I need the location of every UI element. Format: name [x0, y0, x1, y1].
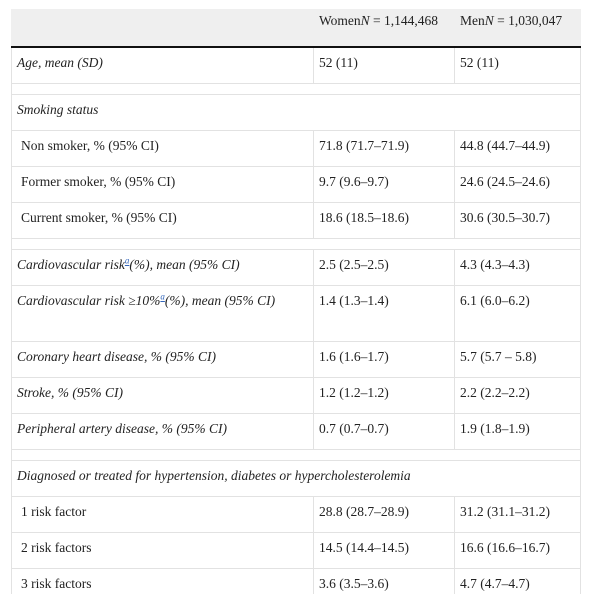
row-label: Non smoker, % (95% CI): [12, 131, 314, 167]
table-row: Non smoker, % (95% CI) 71.8 (71.7–71.9) …: [12, 131, 581, 167]
table-row: Peripheral artery disease, % (95% CI) 0.…: [12, 414, 581, 450]
row-label-text: Cardiovascular risk ≥10%: [17, 293, 160, 308]
row-label: 3 risk factors: [12, 569, 314, 594]
women-value: 0.7 (0.7–0.7): [314, 414, 455, 450]
men-value: 5.7 (5.7 – 5.8): [455, 342, 581, 378]
row-label: Former smoker, % (95% CI): [12, 167, 314, 203]
women-value: 52 (11): [314, 47, 455, 84]
women-value: 1.2 (1.2–1.2): [314, 378, 455, 414]
men-value: 6.1 (6.0–6.2): [455, 286, 581, 342]
women-value: 18.6 (18.5–18.6): [314, 203, 455, 239]
row-label: 1 risk factor: [12, 497, 314, 533]
men-value: 44.8 (44.7–44.9): [455, 131, 581, 167]
table-row: 1 risk factor 28.8 (28.7–28.9) 31.2 (31.…: [12, 497, 581, 533]
row-label: Current smoker, % (95% CI): [12, 203, 314, 239]
spacer-row: [12, 450, 581, 461]
table-row: Age, mean (SD) 52 (11) 52 (11): [12, 47, 581, 84]
section-header-smoking: Smoking status: [12, 95, 581, 131]
table-row: 3 risk factors 3.6 (3.5–3.6) 4.7 (4.7–4.…: [12, 569, 581, 594]
section-header-row: Smoking status: [12, 95, 581, 131]
table-row: 2 risk factors 14.5 (14.4–14.5) 16.6 (16…: [12, 533, 581, 569]
spacer-row: [12, 84, 581, 95]
row-label: Peripheral artery disease, % (95% CI): [12, 414, 314, 450]
header-row: WomenN = 1,144,468 MenN = 1,030,047: [12, 10, 581, 48]
women-value: 14.5 (14.4–14.5): [314, 533, 455, 569]
women-value: 1.6 (1.6–1.7): [314, 342, 455, 378]
women-label: Women: [319, 13, 361, 28]
row-label: Coronary heart disease, % (95% CI): [12, 342, 314, 378]
section-header-row: Diagnosed or treated for hypertension, d…: [12, 461, 581, 497]
table-row: Stroke, % (95% CI) 1.2 (1.2–1.2) 2.2 (2.…: [12, 378, 581, 414]
men-value: 24.6 (24.5–24.6): [455, 167, 581, 203]
men-value: 31.2 (31.1–31.2): [455, 497, 581, 533]
men-value: 16.6 (16.6–16.7): [455, 533, 581, 569]
men-n-value: = 1,030,047: [494, 13, 562, 28]
women-n-value: = 1,144,468: [370, 13, 438, 28]
men-label: Men: [460, 13, 485, 28]
table-row: Current smoker, % (95% CI) 18.6 (18.5–18…: [12, 203, 581, 239]
table-row: Coronary heart disease, % (95% CI) 1.6 (…: [12, 342, 581, 378]
header-empty-cell: [12, 10, 314, 48]
women-value: 2.5 (2.5–2.5): [314, 250, 455, 286]
row-label-text: Cardiovascular risk: [17, 257, 125, 272]
section-header-diagnosed: Diagnosed or treated for hypertension, d…: [12, 461, 581, 497]
table-row: Cardiovascular riska(%), mean (95% CI) 2…: [12, 250, 581, 286]
women-value: 71.8 (71.7–71.9): [314, 131, 455, 167]
men-value: 30.6 (30.5–30.7): [455, 203, 581, 239]
men-n-label: N: [485, 13, 494, 28]
header-men: MenN = 1,030,047: [455, 10, 581, 48]
row-label-suffix: (%), mean (95% CI): [165, 293, 275, 308]
table-row: Former smoker, % (95% CI) 9.7 (9.6–9.7) …: [12, 167, 581, 203]
women-value: 28.8 (28.7–28.9): [314, 497, 455, 533]
characteristics-table: WomenN = 1,144,468 MenN = 1,030,047 Age,…: [11, 9, 581, 594]
row-label-suffix: (%), mean (95% CI): [129, 257, 239, 272]
header-women: WomenN = 1,144,468: [314, 10, 455, 48]
men-value: 2.2 (2.2–2.2): [455, 378, 581, 414]
women-value: 9.7 (9.6–9.7): [314, 167, 455, 203]
women-n-label: N: [361, 13, 370, 28]
men-value: 4.3 (4.3–4.3): [455, 250, 581, 286]
row-label: Cardiovascular risk ≥10%a(%), mean (95% …: [12, 286, 314, 342]
women-value: 1.4 (1.3–1.4): [314, 286, 455, 342]
spacer-row: [12, 239, 581, 250]
row-label: 2 risk factors: [12, 533, 314, 569]
men-value: 4.7 (4.7–4.7): [455, 569, 581, 594]
row-label: Cardiovascular riska(%), mean (95% CI): [12, 250, 314, 286]
table-row: Cardiovascular risk ≥10%a(%), mean (95% …: [12, 286, 581, 342]
men-value: 52 (11): [455, 47, 581, 84]
row-label: Stroke, % (95% CI): [12, 378, 314, 414]
men-value: 1.9 (1.8–1.9): [455, 414, 581, 450]
women-value: 3.6 (3.5–3.6): [314, 569, 455, 594]
row-label: Age, mean (SD): [12, 47, 314, 84]
